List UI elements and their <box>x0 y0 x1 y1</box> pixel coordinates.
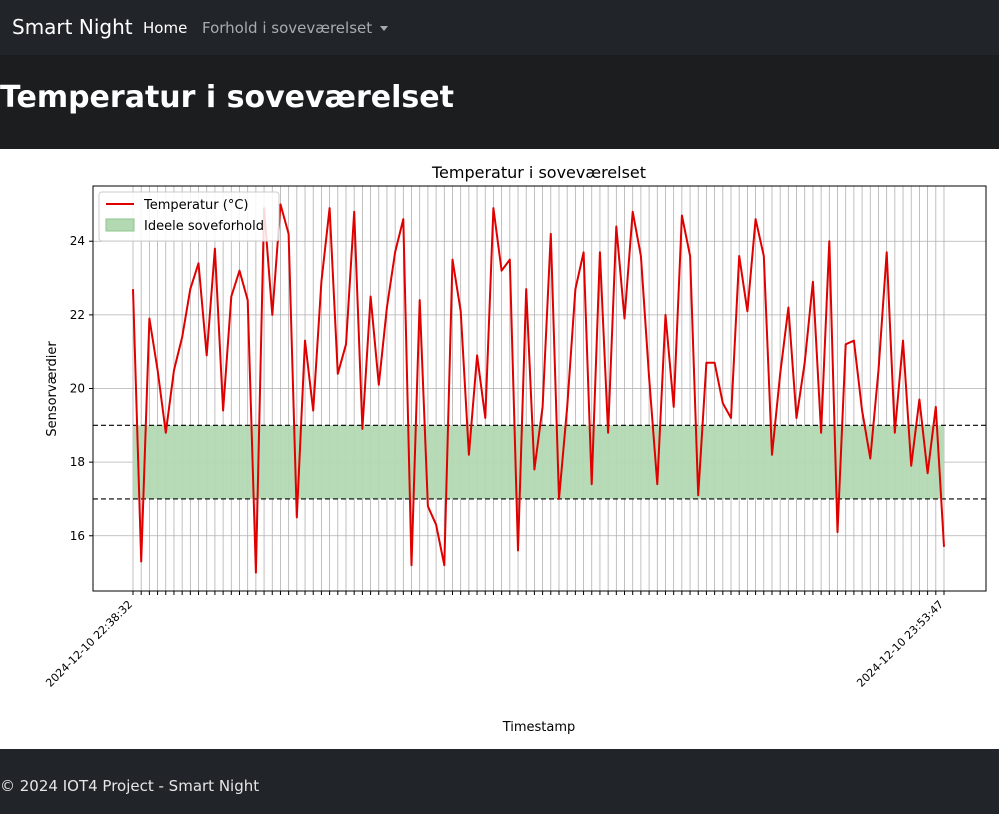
navbar: Smart Night Home Forhold i soveværelset <box>0 0 999 55</box>
x-tick-label: 2024-12-10 22:38:32 <box>43 598 135 690</box>
page-header <box>0 55 999 149</box>
nav-home-link[interactable]: Home <box>143 19 188 37</box>
caret-down-icon <box>380 26 389 31</box>
y-tick-label: 18 <box>70 455 85 469</box>
footer <box>0 749 999 814</box>
legend-band-label: Ideele soveforhold <box>144 219 264 234</box>
nav-dropdown-toggle[interactable]: Forhold i soveværelset <box>202 19 389 37</box>
y-tick-label: 16 <box>70 529 85 543</box>
legend-band-swatch <box>105 218 135 232</box>
y-tick-label: 22 <box>70 308 85 322</box>
footer-text: © 2024 IOT4 Project - Smart Night <box>0 777 260 795</box>
grid-lines <box>93 186 986 591</box>
x-axis-label: Timestamp <box>502 720 576 735</box>
legend: Temperatur (°C) Ideele soveforhold <box>98 191 280 242</box>
page-title: Temperatur i soveværelset <box>0 80 454 115</box>
nav-dropdown-label: Forhold i soveværelset <box>202 19 373 37</box>
legend-series-label: Temperatur (°C) <box>143 198 249 213</box>
y-tick-label: 24 <box>70 234 85 248</box>
chart-container: 16 18 20 22 24 2024-12-10 22:38:32 2024-12-10… <box>0 149 999 749</box>
legend-box <box>98 191 280 242</box>
navbar-brand[interactable]: Smart Night <box>12 15 133 39</box>
temperature-line <box>132 203 945 574</box>
x-axis-ticks: 2024-12-10 22:38:32 2024-12-10 23:53:47 <box>43 591 946 690</box>
y-tick-label: 20 <box>70 382 85 396</box>
x-tick-label: 2024-12-10 23:53:47 <box>854 598 946 690</box>
y-axis-label: Sensorværdier <box>45 341 60 437</box>
chart-title: Temperatur i soveværelset <box>431 163 646 182</box>
y-axis-ticks: 16 18 20 22 24 <box>70 234 93 543</box>
temperature-series <box>132 203 945 574</box>
